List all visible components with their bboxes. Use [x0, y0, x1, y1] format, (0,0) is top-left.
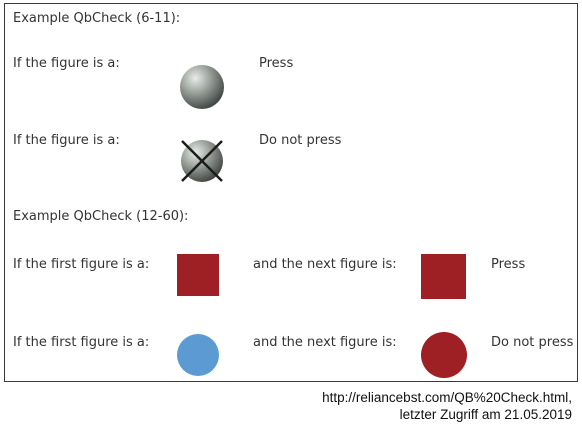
access-date: letzter Zugriff am 21.05.2019	[399, 407, 572, 422]
grey-sphere-figure	[180, 65, 224, 109]
example2-row1-action: Press	[491, 257, 526, 272]
example1-row2-action: Do not press	[259, 133, 342, 148]
example2-row2-action: Do not press	[491, 335, 574, 350]
example1-row2-label: If the figure is a:	[13, 133, 120, 148]
blue-circle-figure	[177, 334, 219, 376]
example1-title: Example QbCheck (6-11):	[13, 11, 181, 26]
source-url: http://reliancebst.com/QB%20Check.html,	[322, 390, 572, 405]
grey-sphere-crossed-figure	[181, 140, 223, 182]
red-square-figure	[421, 254, 466, 299]
qbcheck-instructions-panel: Example QbCheck (6-11): If the figure is…	[4, 3, 578, 382]
red-square-figure	[177, 254, 219, 296]
example1-row1-label: If the figure is a:	[13, 56, 120, 71]
example2-row1-next-label: and the next figure is:	[253, 257, 397, 272]
red-circle-figure	[421, 332, 467, 378]
example2-row2-first-label: If the first figure is a:	[13, 335, 150, 350]
example2-row1-first-label: If the first figure is a:	[13, 257, 150, 272]
example2-row2-next-label: and the next figure is:	[253, 335, 397, 350]
example2-title: Example QbCheck (12-60):	[13, 209, 189, 224]
example1-row1-action: Press	[259, 56, 294, 71]
